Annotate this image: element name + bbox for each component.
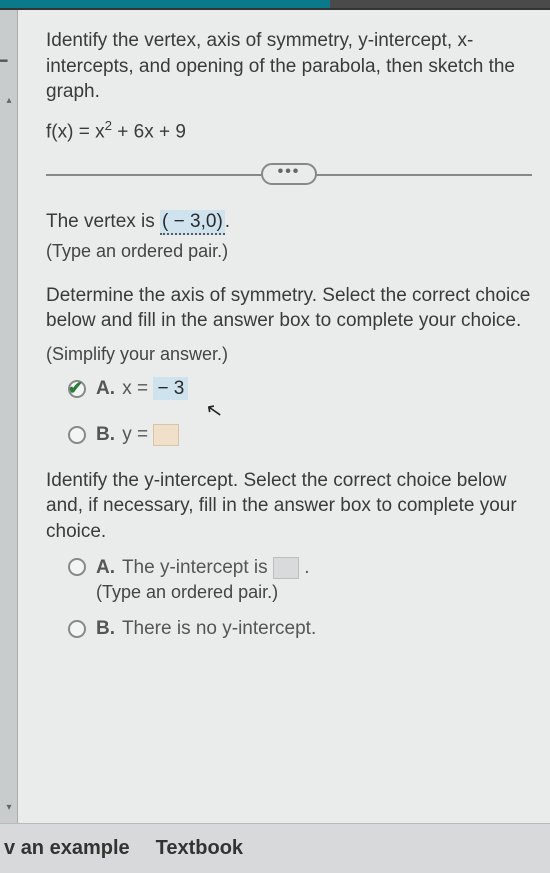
yint-choices: A. The y-intercept is . (Type an ordered… xyxy=(46,555,532,642)
more-button[interactable]: ••• xyxy=(261,163,317,185)
example-link[interactable]: v an example xyxy=(4,837,130,860)
vertex-prefix: The vertex is xyxy=(46,211,160,232)
yint-b-letter: B. xyxy=(96,618,115,639)
example-link-cut: v xyxy=(4,837,15,859)
textbook-link[interactable]: Textbook xyxy=(156,837,243,860)
yint-a-hint: (Type an ordered pair.) xyxy=(96,582,278,602)
yint-b-text: There is no y-intercept. xyxy=(122,618,316,639)
radio-icon[interactable] xyxy=(68,558,86,576)
radio-checked-icon[interactable] xyxy=(68,380,86,398)
page: − ▴ ▾ Identify the vertex, axis of symme… xyxy=(0,10,550,873)
yint-a-letter: A. xyxy=(96,557,115,578)
axis-b-text: y = xyxy=(122,424,153,445)
axis-a-value[interactable]: − 3 xyxy=(153,377,188,400)
vertex-answer[interactable]: ( − 3,0) xyxy=(160,210,225,235)
scroll-up-icon[interactable]: ▴ xyxy=(2,94,16,108)
yint-choice-a[interactable]: A. The y-intercept is . (Type an ordered… xyxy=(68,555,532,606)
axis-b-letter: B. xyxy=(96,424,115,445)
window-top-bar xyxy=(0,0,550,10)
radio-icon[interactable] xyxy=(68,620,86,638)
equation: f(x) = x2 + 6x + 9 xyxy=(46,117,532,145)
axis-choice-a[interactable]: A. x = − 3 ↖ xyxy=(68,376,532,402)
scrollbar-gutter[interactable]: − ▴ ▾ xyxy=(0,10,18,873)
axis-a-letter: A. xyxy=(96,378,115,399)
axis-a-text: x = xyxy=(122,378,153,399)
yint-a-input[interactable] xyxy=(273,557,299,579)
vertex-period: . xyxy=(225,211,230,232)
equation-lhs: f(x) = x xyxy=(46,121,105,142)
collapse-icon[interactable]: − xyxy=(0,48,12,68)
axis-choices: A. x = − 3 ↖ B. y = xyxy=(46,376,532,447)
vertex-line: The vertex is ( − 3,0). xyxy=(46,209,532,235)
problem-statement: Identify the vertex, axis of symmetry, y… xyxy=(46,28,532,105)
vertex-block: The vertex is ( − 3,0). (Type an ordered… xyxy=(46,209,532,263)
section-divider: ••• xyxy=(46,163,532,187)
axis-hint: (Simplify your answer.) xyxy=(46,342,532,366)
yint-a-pre: The y-intercept is xyxy=(122,557,273,578)
axis-prompt: Determine the axis of symmetry. Select t… xyxy=(46,283,532,334)
scroll-down-icon[interactable]: ▾ xyxy=(2,801,16,815)
footer-bar: v an example Textbook xyxy=(0,823,550,873)
axis-choice-b[interactable]: B. y = xyxy=(68,422,532,448)
example-link-text: an example xyxy=(21,837,130,859)
yint-choice-b[interactable]: B. There is no y-intercept. xyxy=(68,616,532,642)
equation-exponent: 2 xyxy=(105,118,112,133)
radio-icon[interactable] xyxy=(68,426,86,444)
content-area: Identify the vertex, axis of symmetry, y… xyxy=(18,10,550,823)
yint-prompt: Identify the y-intercept. Select the cor… xyxy=(46,468,532,545)
vertex-hint: (Type an ordered pair.) xyxy=(46,239,532,263)
yintercept-block: Identify the y-intercept. Select the cor… xyxy=(46,468,532,642)
axis-b-input[interactable] xyxy=(153,424,179,446)
axis-block: Determine the axis of symmetry. Select t… xyxy=(46,283,532,448)
equation-rhs: + 6x + 9 xyxy=(112,121,186,142)
yint-a-post: . xyxy=(304,557,309,578)
